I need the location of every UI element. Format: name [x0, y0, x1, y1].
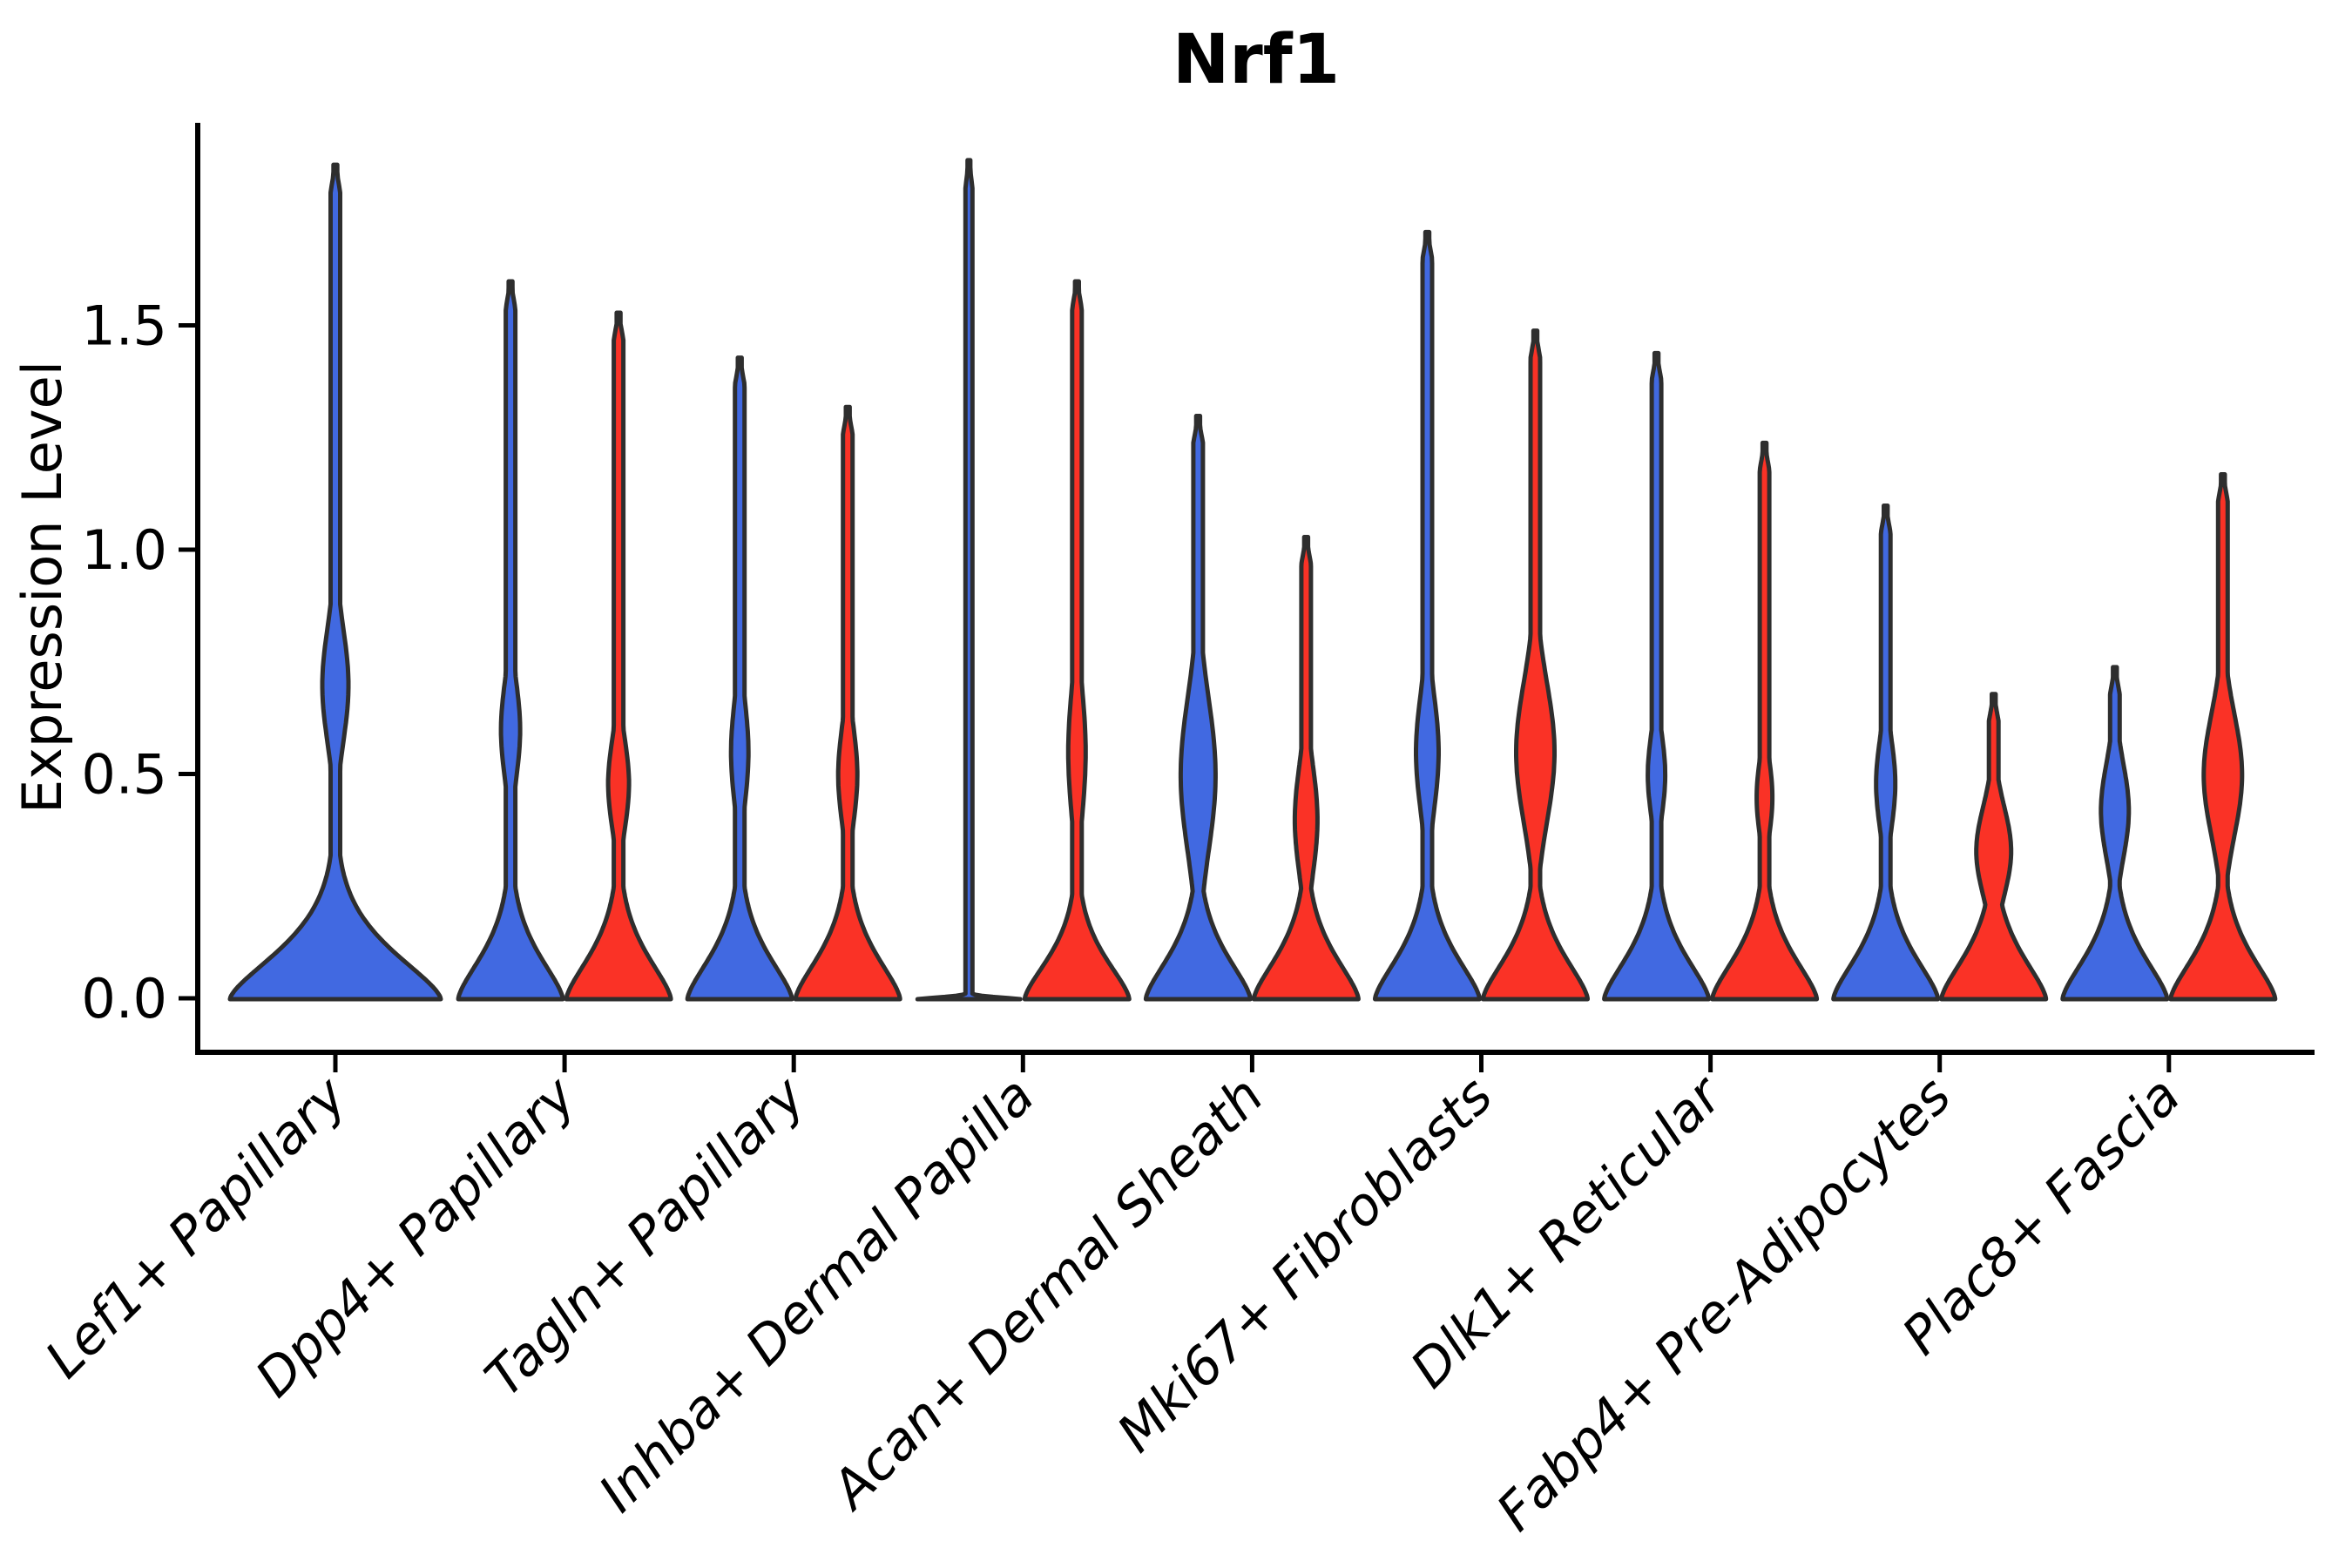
violin-dlk1-reticular-red: [1710, 440, 1820, 1002]
violin-inhba-dermal-papilla-red: [1022, 279, 1132, 1002]
violin-plac8-fascia-blue: [2060, 665, 2170, 1002]
violin-fabp4-pre-adipocytes-blue: [1831, 504, 1941, 1002]
y-tick-labels: 0.0 0.5 1.0 1.5: [81, 294, 167, 1031]
violin-inhba-dermal-papilla-blue: [915, 158, 1023, 1002]
chart-title: Nrf1: [1173, 21, 1340, 99]
x-tick-label: Mki67+ Fibroblasts: [1106, 1065, 1505, 1464]
x-tick-label: Inhba+ Dermal Papilla: [587, 1065, 1045, 1524]
violin-fabp4-pre-adipocytes-red: [1939, 692, 2049, 1002]
violin-lef1-papillary-blue: [227, 162, 443, 1002]
y-axis-label: Expression Level: [10, 361, 74, 814]
y-tick-label: 0.0: [81, 967, 167, 1031]
violin-plac8-fascia-red: [2168, 472, 2278, 1002]
x-tick-label: Acan+ Dermal Sheath: [818, 1065, 1275, 1523]
y-tick-label: 1.5: [81, 294, 167, 358]
y-tick-marks: [179, 323, 198, 1001]
y-tick-label: 0.5: [81, 743, 167, 807]
violin-tagln-papillary-blue: [685, 355, 794, 1002]
y-tick-label: 1.0: [81, 518, 167, 582]
violin-dpp4-papillary-red: [564, 310, 673, 1002]
violin-layer: [227, 158, 2278, 1002]
violin-acan-dermal-sheath-red: [1251, 535, 1361, 1002]
violin-tagln-papillary-red: [793, 404, 902, 1002]
x-tick-marks: [333, 1052, 2172, 1072]
x-tick-label: Fabp4+ Pre-Adipocytes: [1485, 1065, 1963, 1543]
violin-dlk1-reticular-blue: [1602, 350, 1712, 1002]
x-tick-labels: Lef1+ Papillary Dpp4+ Papillary Tagln+ P…: [34, 1064, 2192, 1543]
violin-acan-dermal-sheath-blue: [1143, 414, 1253, 1002]
violin-mki67-fibroblasts-red: [1481, 328, 1590, 1002]
violin-dpp4-papillary-blue: [456, 279, 565, 1002]
violin-mki67-fibroblasts-blue: [1373, 229, 1482, 1002]
